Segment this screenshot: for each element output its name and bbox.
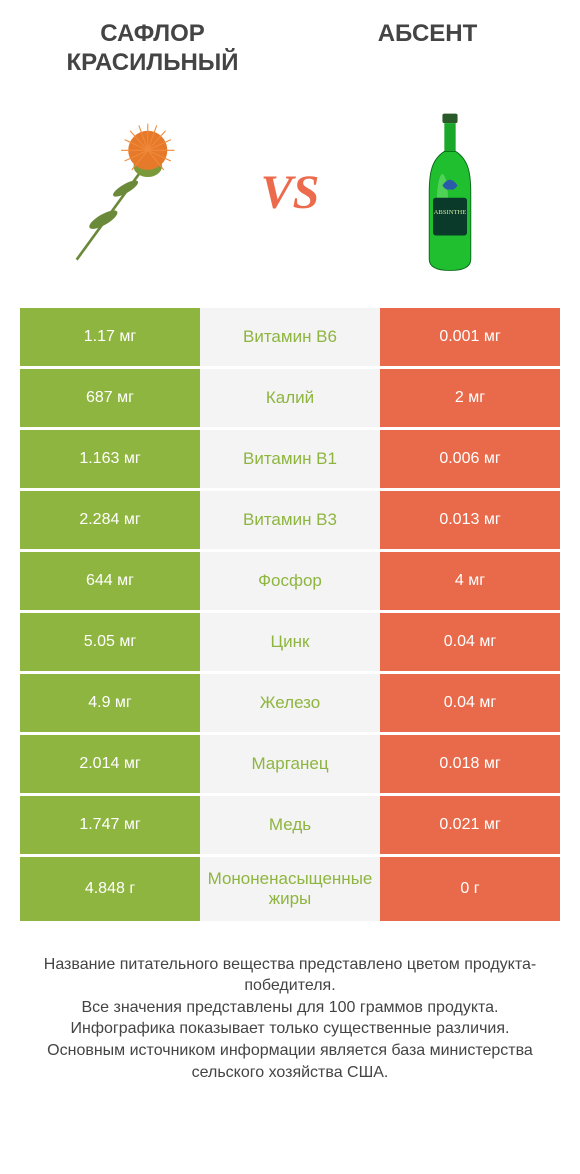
right-value-cell: 4 мг: [380, 552, 560, 610]
left-value-cell: 2.014 мг: [20, 735, 200, 793]
nutrient-name-cell: Железо: [200, 674, 380, 732]
left-value-cell: 1.747 мг: [20, 796, 200, 854]
left-product-title: САФЛОР КРАСИЛЬНЫЙ: [40, 20, 265, 78]
table-row: 2.284 мгВитамин B30.013 мг: [20, 491, 560, 549]
table-row: 4.9 мгЖелезо0.04 мг: [20, 674, 560, 732]
nutrient-name-cell: Калий: [200, 369, 380, 427]
safflower-icon: [40, 103, 220, 283]
nutrient-name-cell: Цинк: [200, 613, 380, 671]
nutrient-name-cell: Витамин B1: [200, 430, 380, 488]
nutrient-name-cell: Медь: [200, 796, 380, 854]
footer-notes: Название питательного вещества представл…: [30, 954, 550, 1084]
right-value-cell: 0.021 мг: [380, 796, 560, 854]
vs-label: VS: [261, 165, 320, 220]
table-row: 2.014 мгМарганец0.018 мг: [20, 735, 560, 793]
header: САФЛОР КРАСИЛЬНЫЙ АБСЕНТ: [0, 0, 580, 88]
footer-line-2: Все значения представлены для 100 граммо…: [30, 997, 550, 1019]
right-value-cell: 0.006 мг: [380, 430, 560, 488]
footer-line-4: Основным источником информации является …: [30, 1040, 550, 1083]
absinthe-bottle-icon: ABSINTHE: [360, 103, 540, 283]
right-value-cell: 0.018 мг: [380, 735, 560, 793]
right-value-cell: 0 г: [380, 857, 560, 921]
right-value-cell: 0.04 мг: [380, 613, 560, 671]
left-value-cell: 4.9 мг: [20, 674, 200, 732]
left-value-cell: 1.163 мг: [20, 430, 200, 488]
table-row: 4.848 гМононенасыщенные жиры0 г: [20, 857, 560, 921]
svg-text:ABSINTHE: ABSINTHE: [433, 208, 466, 215]
left-value-cell: 687 мг: [20, 369, 200, 427]
nutrient-name-cell: Марганец: [200, 735, 380, 793]
footer-line-3: Инфографика показывает только существенн…: [30, 1018, 550, 1040]
images-row: VS ABSINTHE: [0, 88, 580, 308]
right-value-cell: 0.013 мг: [380, 491, 560, 549]
nutrient-name-cell: Мононенасыщенные жиры: [200, 857, 380, 921]
right-product-title: АБСЕНТ: [315, 20, 540, 49]
table-row: 1.747 мгМедь0.021 мг: [20, 796, 560, 854]
left-value-cell: 2.284 мг: [20, 491, 200, 549]
comparison-table: 1.17 мгВитамин B60.001 мг687 мгКалий2 мг…: [20, 308, 560, 924]
left-value-cell: 4.848 г: [20, 857, 200, 921]
table-row: 644 мгФосфор4 мг: [20, 552, 560, 610]
right-value-cell: 0.04 мг: [380, 674, 560, 732]
right-value-cell: 2 мг: [380, 369, 560, 427]
left-value-cell: 644 мг: [20, 552, 200, 610]
right-value-cell: 0.001 мг: [380, 308, 560, 366]
table-row: 1.163 мгВитамин B10.006 мг: [20, 430, 560, 488]
nutrient-name-cell: Фосфор: [200, 552, 380, 610]
left-value-cell: 5.05 мг: [20, 613, 200, 671]
footer-line-1: Название питательного вещества представл…: [30, 954, 550, 997]
nutrient-name-cell: Витамин B3: [200, 491, 380, 549]
left-value-cell: 1.17 мг: [20, 308, 200, 366]
table-row: 5.05 мгЦинк0.04 мг: [20, 613, 560, 671]
table-row: 1.17 мгВитамин B60.001 мг: [20, 308, 560, 366]
table-row: 687 мгКалий2 мг: [20, 369, 560, 427]
nutrient-name-cell: Витамин B6: [200, 308, 380, 366]
